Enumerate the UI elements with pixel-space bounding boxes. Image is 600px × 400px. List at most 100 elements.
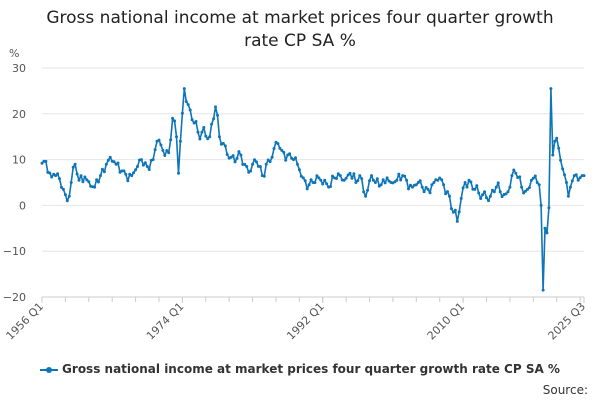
data-point: [67, 194, 71, 198]
data-point: [108, 155, 112, 159]
data-point: [535, 181, 539, 184]
data-point: [524, 189, 527, 193]
data-point: [566, 194, 570, 198]
data-point: [418, 179, 422, 183]
data-point: [422, 190, 426, 194]
data-point: [537, 183, 541, 187]
data-point: [124, 172, 128, 176]
x-tick-label: 1974 Q1: [144, 300, 187, 343]
data-point: [61, 187, 65, 191]
data-point: [206, 137, 210, 141]
data-point: [543, 226, 547, 230]
data-point: [403, 174, 407, 178]
data-point: [71, 165, 75, 169]
data-point: [416, 181, 420, 184]
data-point: [245, 165, 249, 168]
data-point: [407, 187, 410, 191]
data-point: [329, 185, 332, 188]
data-point: [348, 171, 352, 175]
data-point: [204, 134, 208, 138]
x-tick-label: 2010 Q1: [425, 300, 468, 343]
data-point: [559, 158, 563, 162]
data-point: [141, 163, 145, 167]
data-point: [547, 206, 551, 210]
data-point: [414, 183, 418, 187]
data-point: [531, 176, 535, 180]
data-point: [151, 158, 155, 162]
y-tick-label: 0: [19, 199, 26, 212]
data-point: [268, 160, 272, 164]
data-point: [153, 148, 157, 152]
data-point: [145, 165, 149, 168]
data-point: [159, 143, 163, 147]
data-point: [278, 146, 282, 150]
data-point: [255, 160, 258, 164]
data-point: [184, 100, 188, 104]
data-point: [508, 185, 512, 189]
data-point: [56, 172, 60, 176]
data-point: [97, 180, 100, 184]
data-point: [229, 155, 233, 159]
data-point: [180, 111, 184, 115]
data-point: [295, 162, 299, 166]
data-point: [370, 174, 373, 178]
data-point: [375, 177, 379, 181]
data-point: [81, 180, 85, 184]
data-point: [405, 178, 409, 182]
data-point: [243, 163, 247, 166]
data-point: [198, 137, 202, 141]
data-point: [301, 176, 305, 180]
data-point: [73, 162, 77, 166]
data-point: [510, 174, 514, 178]
data-point: [221, 141, 225, 145]
data-point: [95, 178, 99, 182]
data-point: [40, 161, 44, 165]
x-tick-label: 2025 Q3: [546, 300, 589, 343]
legend[interactable]: Gross national income at market prices f…: [0, 362, 600, 376]
data-point: [444, 192, 448, 196]
data-point: [529, 178, 533, 182]
data-point: [253, 158, 256, 162]
data-point: [344, 176, 348, 180]
data-point: [317, 176, 321, 180]
data-point: [169, 138, 173, 142]
data-point: [487, 199, 490, 203]
data-point: [448, 194, 451, 198]
data-point: [231, 154, 235, 158]
data-point: [451, 210, 455, 214]
data-point: [424, 186, 428, 189]
data-point: [321, 182, 325, 186]
data-point: [533, 174, 537, 178]
data-point: [65, 199, 69, 203]
data-point: [147, 168, 151, 171]
data-point: [350, 176, 354, 180]
x-tick-label: 1992 Q1: [284, 300, 327, 343]
y-tick-label: −10: [3, 245, 26, 258]
data-point: [130, 174, 134, 178]
data-point: [276, 142, 280, 146]
data-point: [83, 175, 87, 179]
data-point: [60, 185, 63, 189]
data-point: [442, 183, 446, 187]
data-point: [512, 168, 516, 172]
chart-title-line-2: rate CP SA %: [244, 31, 356, 51]
data-point: [568, 185, 572, 189]
data-point: [438, 176, 442, 180]
data-point: [299, 174, 303, 178]
data-point: [541, 288, 545, 292]
data-point: [504, 192, 508, 196]
data-point: [210, 122, 214, 126]
data-point: [139, 158, 143, 162]
data-point: [557, 146, 561, 150]
data-point: [428, 191, 432, 195]
data-point: [473, 187, 477, 191]
data-point: [182, 87, 186, 91]
data-point: [175, 135, 178, 139]
data-point: [75, 172, 79, 176]
data-point: [570, 179, 574, 183]
data-point: [305, 187, 309, 191]
data-point: [325, 182, 329, 186]
data-point: [549, 87, 553, 91]
data-point: [481, 193, 485, 197]
